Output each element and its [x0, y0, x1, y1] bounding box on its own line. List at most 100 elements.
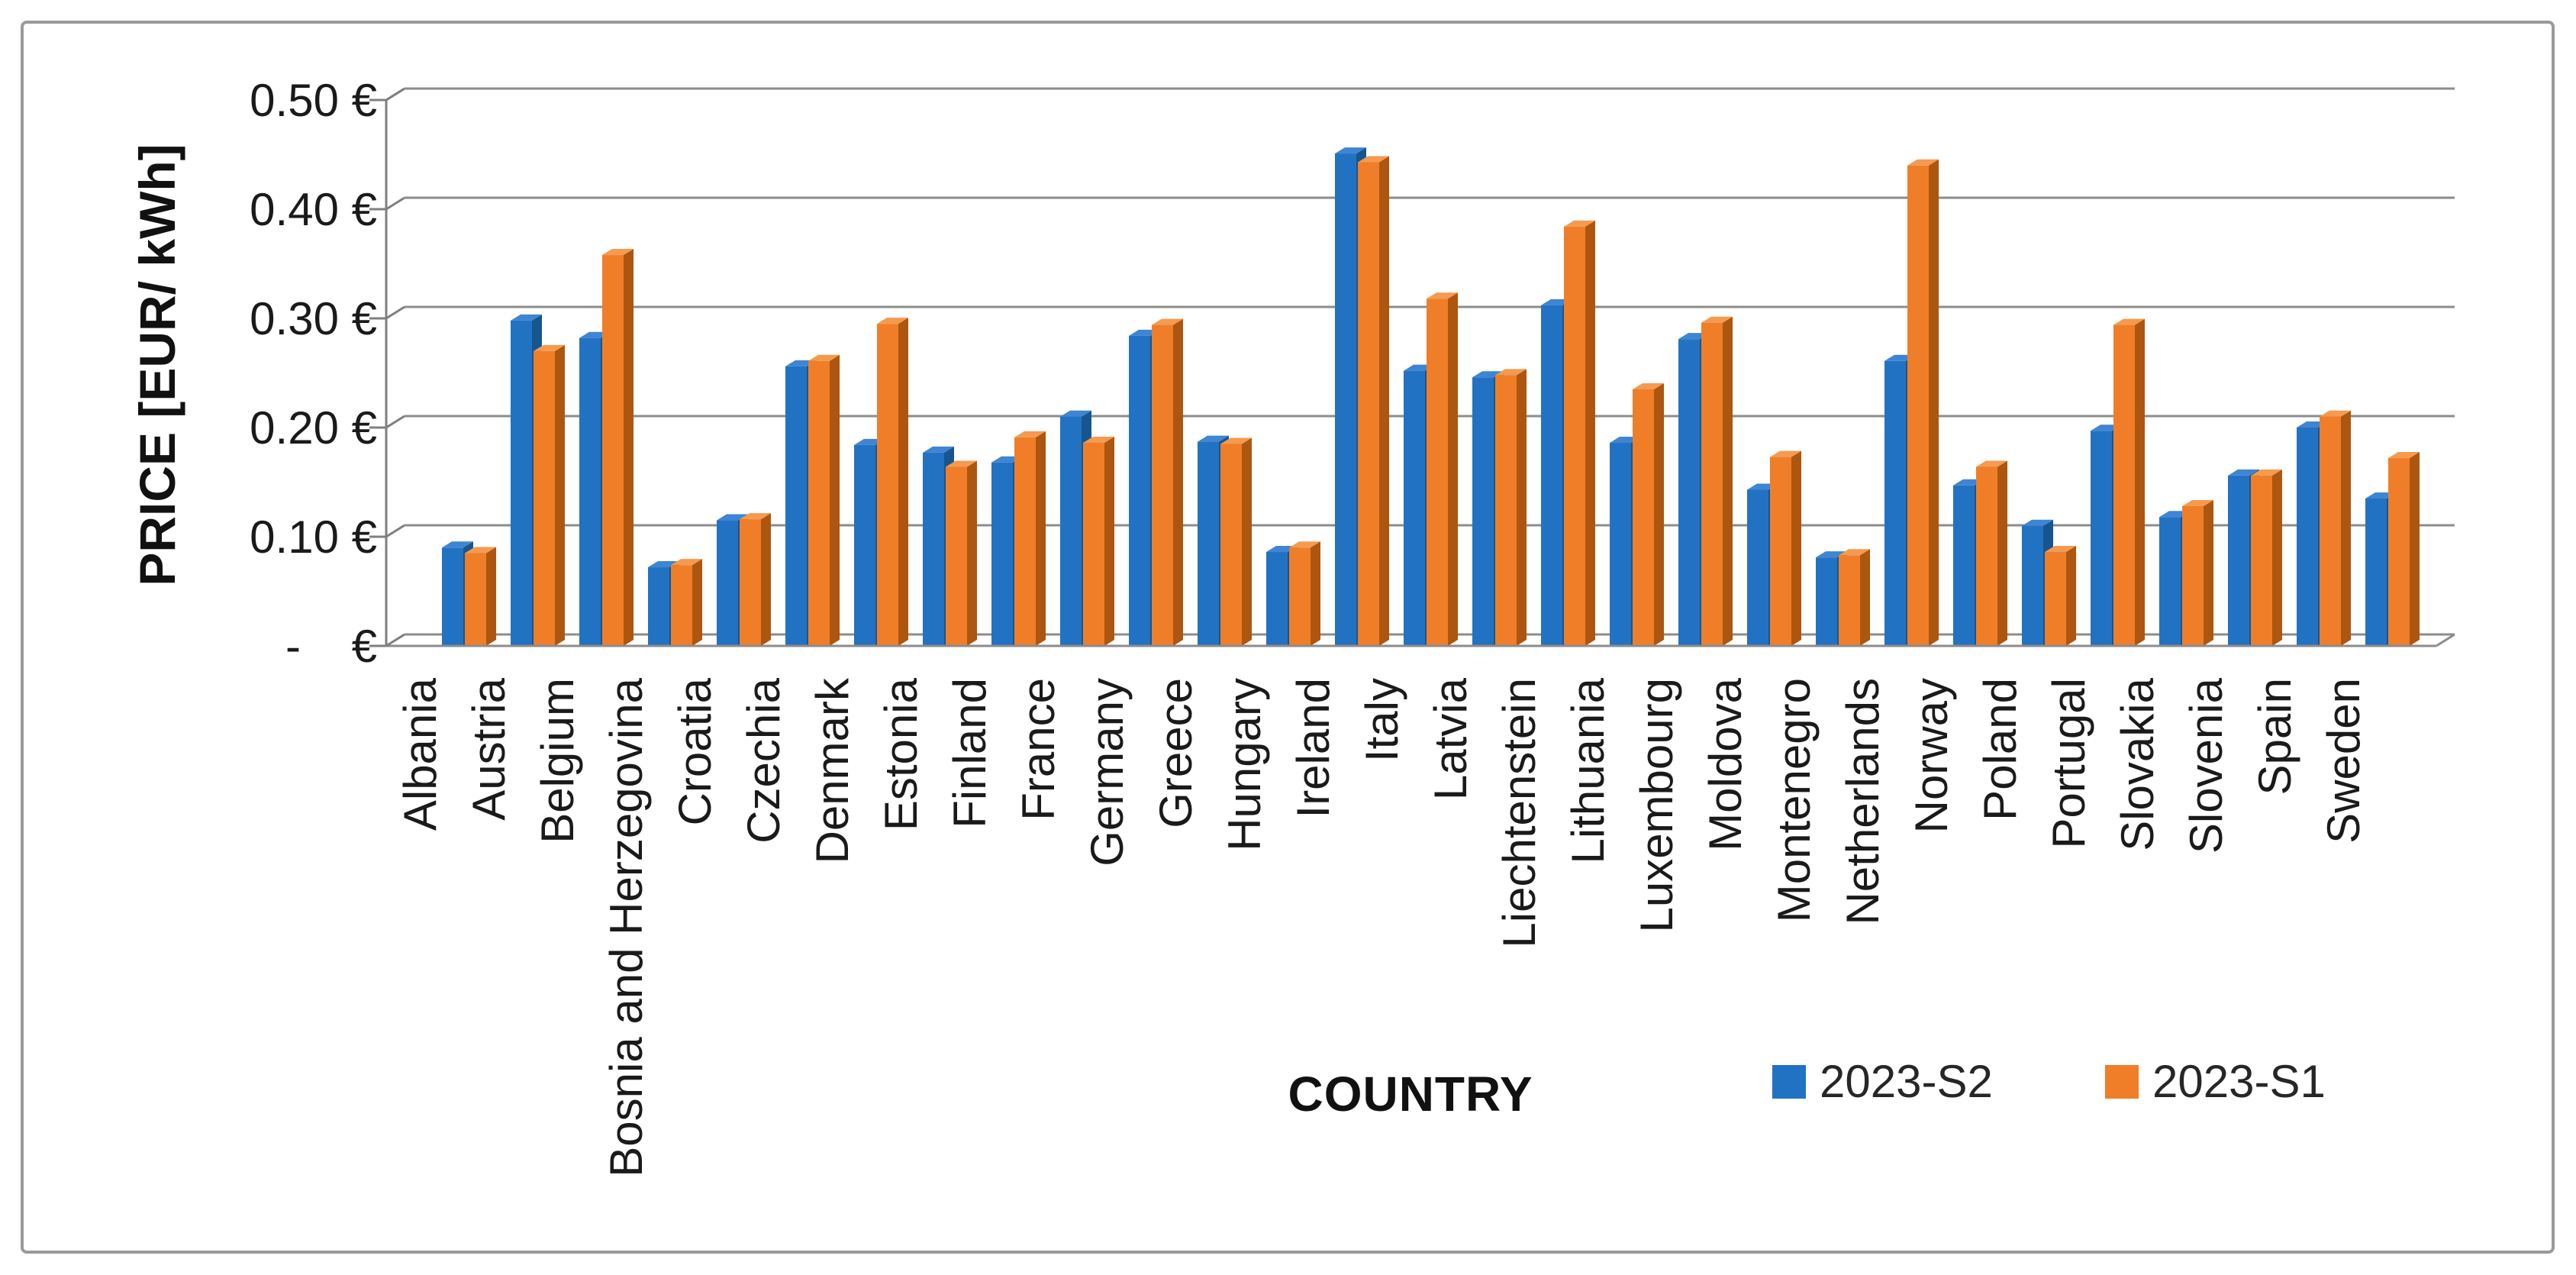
bar-top-face	[1701, 316, 1733, 323]
bar-side-face	[692, 559, 702, 646]
bar-front-face	[1953, 485, 1975, 646]
bar-front-face	[2228, 475, 2249, 646]
y-tick-slant	[385, 633, 405, 647]
bar-side-face	[2410, 452, 2420, 646]
y-axis-title: PRICE [EUR/ kWh]	[129, 144, 185, 586]
x-category-label: Greece	[1150, 678, 1201, 828]
y-tick-label: 0.50 €	[250, 75, 377, 126]
bar-front-face	[2388, 458, 2410, 646]
x-category-label: Lithuania	[1562, 677, 1614, 863]
x-category-label: Hungary	[1219, 678, 1270, 851]
bar-front-face	[648, 567, 669, 646]
bar-front-face	[1770, 457, 1791, 646]
bar-side-face	[761, 513, 771, 646]
bar-top-face	[1152, 318, 1183, 325]
bar-top-face	[1495, 369, 1527, 376]
legend-label-2023-s1: 2023-S1	[2152, 1056, 2326, 1107]
bar-side-face	[898, 318, 908, 646]
bar-front-face	[877, 324, 898, 646]
bar-side-face	[1654, 382, 1664, 646]
x-category-label: Luxembourg	[1631, 678, 1682, 933]
x-category-label: Italy	[1356, 678, 1407, 762]
bar-top-face	[2022, 519, 2053, 526]
x-category-label: Finland	[944, 678, 995, 828]
bar-top-face	[2228, 469, 2259, 476]
bar-front-face	[1083, 443, 1104, 646]
bar-top-face	[808, 354, 840, 361]
x-category-label: Moldova	[1700, 677, 1751, 851]
x-category-label: Germany	[1082, 678, 1133, 867]
bar-side-face	[1104, 437, 1114, 646]
bar-top-face	[1564, 220, 1595, 227]
bar-front-face	[1289, 547, 1311, 646]
bar-top-face	[1839, 549, 1870, 556]
bar-top-face	[877, 318, 908, 324]
x-category-label: Austria	[463, 677, 514, 820]
bar-side-face	[1929, 159, 1939, 647]
y-tick-label: 0.10 €	[250, 512, 377, 563]
bar-front-face	[2022, 525, 2043, 646]
bar-front-face	[1427, 299, 1448, 646]
bar-front-face	[1129, 335, 1150, 646]
bar-top-face	[1358, 156, 1389, 163]
x-axis-title: COUNTRY	[1288, 1067, 1533, 1122]
bar-top-face	[1427, 292, 1458, 299]
x-category-label: France	[1013, 678, 1064, 821]
legend-label-2023-s2: 2023-S2	[1820, 1056, 1993, 1107]
bar-front-face	[2297, 428, 2318, 646]
bar-front-face	[1976, 466, 1997, 646]
bar-side-face	[1791, 450, 1801, 646]
x-category-label: Sweden	[2318, 678, 2369, 844]
bar-front-face	[717, 520, 738, 646]
legend-item-2023-s2: 2023-S2	[1772, 1055, 1993, 1108]
legend-swatch-2023-s1	[2105, 1064, 2139, 1099]
bar-front-face	[1541, 305, 1562, 646]
bar-front-face	[1839, 555, 1860, 646]
bar-top-face	[1220, 437, 1252, 444]
x-category-label: Bosnia and Herzegovina	[601, 677, 652, 1177]
bar-front-face	[1633, 389, 1654, 646]
bar-top-face	[511, 314, 542, 321]
x-category-label: Estonia	[875, 677, 927, 831]
x-category-label: Netherlands	[1837, 678, 1888, 925]
bar-front-face	[1152, 324, 1173, 646]
bar-top-face	[1907, 159, 1939, 166]
x-category-label: Spain	[2249, 678, 2300, 795]
bar-front-face	[2113, 324, 2135, 646]
x-category-label: Liechtenstein	[1494, 678, 1545, 948]
y-tick-slant	[385, 196, 405, 211]
legend-item-2023-s1: 2023-S1	[2105, 1055, 2326, 1108]
bar-front-face	[1610, 443, 1631, 646]
bar-front-face	[1198, 441, 1219, 646]
bar-side-face	[830, 354, 840, 646]
bar-top-face	[1198, 435, 1229, 442]
y-tick-label: 0.40 €	[250, 184, 377, 235]
bar-top-face	[946, 460, 977, 467]
y-tick-slant	[385, 87, 405, 102]
bar-front-face	[1564, 226, 1585, 646]
bar-side-face	[1517, 369, 1527, 646]
x-category-label: Slovenia	[2181, 677, 2232, 854]
bar-top-face	[2388, 452, 2420, 459]
bar-side-face	[967, 460, 977, 646]
x-category-label: Latvia	[1425, 677, 1476, 800]
y-tick-label: 0.20 €	[250, 402, 377, 454]
bar-top-face	[1083, 437, 1114, 444]
x-category-label: Denmark	[807, 677, 858, 863]
bar-side-face	[1860, 549, 1870, 646]
bar-top-face	[534, 344, 565, 351]
bar-top-face	[465, 547, 496, 554]
bar-top-face	[602, 249, 634, 256]
bar-side-face	[2272, 469, 2282, 646]
bar-side-face	[1173, 318, 1183, 646]
x-category-label: Portugal	[2043, 678, 2094, 848]
bar-top-face	[1014, 431, 1046, 437]
y-tick-label: - €	[285, 621, 377, 672]
x-category-label: Montenegro	[1768, 678, 1820, 922]
bar-top-face	[2251, 469, 2282, 476]
y-tick-slant	[385, 524, 405, 538]
bar-front-face	[442, 547, 463, 646]
bar-top-face	[2045, 546, 2076, 553]
bar-side-face	[1448, 292, 1458, 646]
